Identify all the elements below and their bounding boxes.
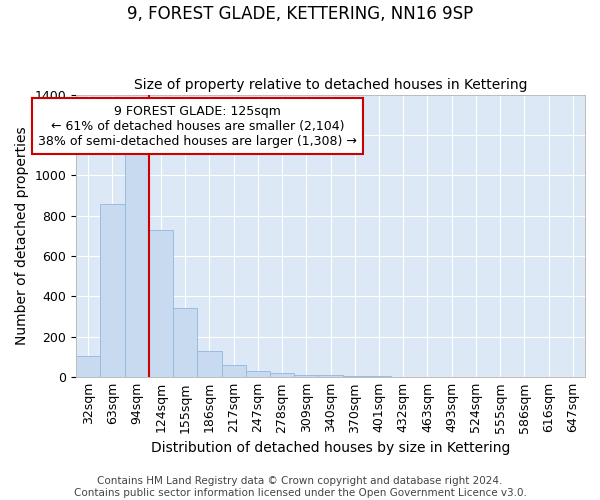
Bar bbox=[343, 376, 367, 377]
Y-axis label: Number of detached properties: Number of detached properties bbox=[15, 126, 29, 345]
Bar bbox=[149, 230, 173, 377]
Title: Size of property relative to detached houses in Kettering: Size of property relative to detached ho… bbox=[134, 78, 527, 92]
Text: Contains HM Land Registry data © Crown copyright and database right 2024.
Contai: Contains HM Land Registry data © Crown c… bbox=[74, 476, 526, 498]
X-axis label: Distribution of detached houses by size in Kettering: Distribution of detached houses by size … bbox=[151, 441, 510, 455]
Text: 9 FOREST GLADE: 125sqm
← 61% of detached houses are smaller (2,104)
38% of semi-: 9 FOREST GLADE: 125sqm ← 61% of detached… bbox=[38, 104, 357, 148]
Bar bbox=[246, 370, 270, 377]
Bar bbox=[319, 375, 343, 377]
Bar bbox=[76, 356, 100, 377]
Bar bbox=[173, 308, 197, 377]
Bar bbox=[294, 375, 319, 377]
Bar bbox=[221, 365, 246, 377]
Bar bbox=[270, 373, 294, 377]
Text: 9, FOREST GLADE, KETTERING, NN16 9SP: 9, FOREST GLADE, KETTERING, NN16 9SP bbox=[127, 5, 473, 23]
Bar bbox=[125, 147, 149, 377]
Bar bbox=[197, 351, 221, 377]
Bar bbox=[100, 204, 125, 377]
Bar bbox=[367, 376, 391, 377]
